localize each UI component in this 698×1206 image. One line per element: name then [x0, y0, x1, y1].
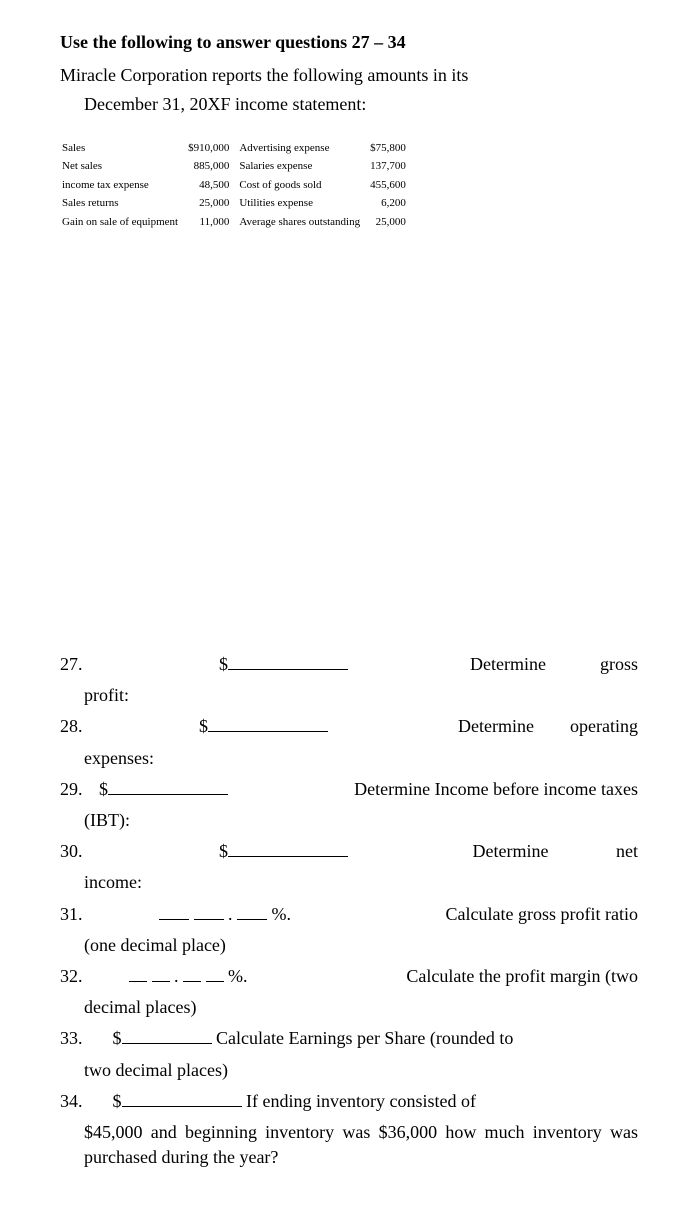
question-33-sub: two decimal places) [60, 1058, 638, 1083]
question-number: 30. [60, 839, 90, 864]
answer-blank[interactable] [122, 1089, 242, 1107]
answer-blank[interactable] [206, 964, 224, 982]
question-32-sub: decimal places) [60, 995, 638, 1020]
question-34: 34. $ If ending inventory consisted of [60, 1089, 638, 1114]
row-label: Cost of goods sold [239, 177, 368, 194]
question-29: 29. $ Determine Income before income tax… [60, 777, 638, 802]
question-number: 32. [60, 964, 90, 989]
row-value: 25,000 [370, 214, 414, 231]
row-value: 11,000 [188, 214, 237, 231]
question-text: Determine net [473, 839, 638, 864]
row-label: Gain on sale of equipment [62, 214, 186, 231]
question-33: 33. $ Calculate Earnings per Share (roun… [60, 1026, 638, 1051]
question-32: 32. . %. Calculate the profit margin (tw… [60, 964, 638, 989]
percent-sign: %. [228, 966, 248, 986]
question-30-sub: income: [60, 870, 638, 895]
section-header: Use the following to answer questions 27… [60, 30, 638, 55]
question-29-sub: (IBT): [60, 808, 638, 833]
intro-line-2: December 31, 20XF income statement: [60, 92, 638, 117]
answer-blank[interactable] [228, 652, 348, 670]
row-label: Salaries expense [239, 158, 368, 175]
answer-blank[interactable] [122, 1026, 212, 1044]
question-text: Determine operating [458, 714, 638, 739]
question-text: Calculate Earnings per Share (rounded to [216, 1028, 513, 1048]
question-27-sub: profit: [60, 683, 638, 708]
row-value: 48,500 [188, 177, 237, 194]
questions-block: 27. $ Determine gross profit: 28. $ Dete… [60, 652, 638, 1170]
table-row: Net sales 885,000 Salaries expense 137,7… [62, 158, 414, 175]
answer-blank[interactable] [194, 902, 224, 920]
question-number: 28. [60, 714, 90, 739]
answer-blank[interactable] [183, 964, 201, 982]
question-text: Determine gross [470, 652, 638, 677]
question-number: 27. [60, 652, 90, 677]
row-label: income tax expense [62, 177, 186, 194]
table-row: Sales $910,000 Advertising expense $75,8… [62, 140, 414, 157]
dollar-sign: $ [99, 779, 108, 799]
answer-blank[interactable] [129, 964, 147, 982]
answer-blank[interactable] [159, 902, 189, 920]
dollar-sign: $ [219, 654, 228, 674]
row-value: 885,000 [188, 158, 237, 175]
answer-blank[interactable] [108, 777, 228, 795]
question-30: 30. $ Determine net [60, 839, 638, 864]
answer-blank[interactable] [228, 839, 348, 857]
row-label: Average shares outstanding [239, 214, 368, 231]
answer-blank[interactable] [152, 964, 170, 982]
row-label: Sales [62, 140, 186, 157]
table-row: income tax expense 48,500 Cost of goods … [62, 177, 414, 194]
question-31: 31. . %. Calculate gross profit ratio [60, 902, 638, 927]
dollar-sign: $ [113, 1028, 122, 1048]
row-label: Sales returns [62, 195, 186, 212]
row-value: 6,200 [370, 195, 414, 212]
table-row: Gain on sale of equipment 11,000 Average… [62, 214, 414, 231]
percent-sign: %. [272, 904, 292, 924]
question-text: Calculate gross profit ratio [446, 902, 638, 927]
question-number: 31. [60, 902, 90, 927]
question-31-sub: (one decimal place) [60, 933, 638, 958]
question-number: 34. [60, 1089, 90, 1114]
row-value: 25,000 [188, 195, 237, 212]
row-value: 455,600 [370, 177, 414, 194]
question-27: 27. $ Determine gross [60, 652, 638, 677]
table-row: Sales returns 25,000 Utilities expense 6… [62, 195, 414, 212]
dollar-sign: $ [219, 841, 228, 861]
question-34-sub: $45,000 and beginning inventory was $36,… [60, 1120, 638, 1170]
question-text: Calculate the profit margin (two [406, 964, 638, 989]
row-value: $75,800 [370, 140, 414, 157]
row-label: Advertising expense [239, 140, 368, 157]
dollar-sign: $ [113, 1091, 122, 1111]
question-text: If ending inventory consisted of [246, 1091, 476, 1111]
dollar-sign: $ [199, 716, 208, 736]
row-value: 137,700 [370, 158, 414, 175]
question-28-sub: expenses: [60, 746, 638, 771]
row-value: $910,000 [188, 140, 237, 157]
answer-blank[interactable] [237, 902, 267, 920]
row-label: Net sales [62, 158, 186, 175]
financial-data-table: Sales $910,000 Advertising expense $75,8… [60, 138, 416, 233]
intro-line-1: Miracle Corporation reports the followin… [60, 63, 638, 88]
question-number: 33. [60, 1026, 90, 1051]
row-label: Utilities expense [239, 195, 368, 212]
question-number: 29. [60, 777, 90, 802]
question-28: 28. $ Determine operating [60, 714, 638, 739]
question-text: Determine Income before income taxes [354, 777, 638, 802]
answer-blank[interactable] [208, 714, 328, 732]
